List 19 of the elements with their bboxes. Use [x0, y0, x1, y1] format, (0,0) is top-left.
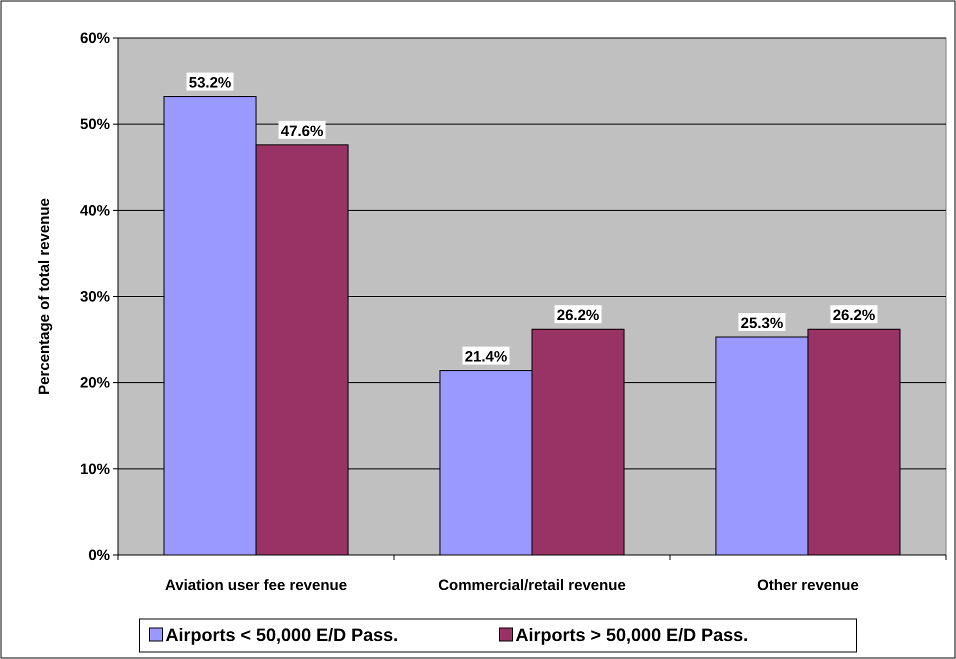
- data-label: 47.6%: [280, 122, 324, 140]
- x-tick-label: Aviation user fee revenue: [165, 577, 348, 594]
- y-tick-label: 60%: [80, 30, 110, 47]
- legend-label: Airports > 50,000 E/D Pass.: [516, 625, 748, 645]
- y-tick-label: 30%: [80, 288, 110, 306]
- y-tick-label: 40%: [80, 202, 110, 220]
- y-tick-label: 10%: [80, 460, 110, 478]
- y-tick-label: 0%: [88, 547, 110, 564]
- data-label: 26.2%: [832, 307, 876, 324]
- data-label: 21.4%: [464, 348, 508, 366]
- y-tick-label: 20%: [80, 374, 110, 392]
- data-label: 25.3%: [740, 315, 784, 332]
- x-tick-label: Other revenue: [757, 577, 859, 594]
- data-label: 53.2%: [188, 74, 232, 92]
- x-tick-label: Commercial/retail revenue: [438, 577, 626, 594]
- legend-label: Airports < 50,000 E/D Pass.: [166, 625, 398, 645]
- y-tick-label: 50%: [80, 116, 110, 134]
- y-axis-title: Percentage of total revenue: [36, 198, 53, 395]
- data-label: 26.2%: [556, 307, 600, 324]
